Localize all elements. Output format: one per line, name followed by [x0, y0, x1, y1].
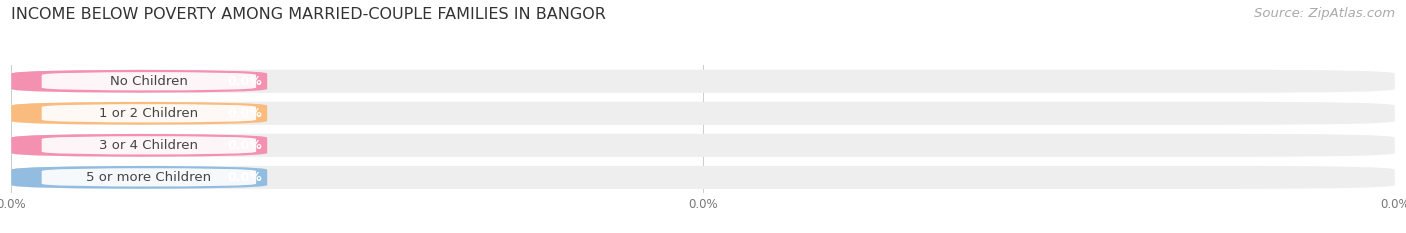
Text: Source: ZipAtlas.com: Source: ZipAtlas.com	[1254, 7, 1395, 20]
Text: 0.0%: 0.0%	[226, 139, 262, 152]
Text: 5 or more Children: 5 or more Children	[86, 171, 211, 184]
Text: 3 or 4 Children: 3 or 4 Children	[100, 139, 198, 152]
Text: 0.0%: 0.0%	[226, 171, 262, 184]
FancyBboxPatch shape	[42, 168, 256, 187]
Text: 0.0%: 0.0%	[226, 75, 262, 88]
FancyBboxPatch shape	[11, 134, 267, 157]
Text: INCOME BELOW POVERTY AMONG MARRIED-COUPLE FAMILIES IN BANGOR: INCOME BELOW POVERTY AMONG MARRIED-COUPL…	[11, 7, 606, 22]
FancyBboxPatch shape	[11, 134, 1395, 157]
FancyBboxPatch shape	[11, 166, 267, 189]
FancyBboxPatch shape	[11, 70, 1395, 93]
FancyBboxPatch shape	[11, 102, 267, 125]
Text: 1 or 2 Children: 1 or 2 Children	[100, 107, 198, 120]
FancyBboxPatch shape	[42, 104, 256, 123]
FancyBboxPatch shape	[11, 102, 1395, 125]
Text: No Children: No Children	[110, 75, 188, 88]
FancyBboxPatch shape	[42, 136, 256, 154]
Text: 0.0%: 0.0%	[226, 107, 262, 120]
FancyBboxPatch shape	[11, 70, 267, 93]
FancyBboxPatch shape	[42, 72, 256, 90]
FancyBboxPatch shape	[11, 166, 1395, 189]
